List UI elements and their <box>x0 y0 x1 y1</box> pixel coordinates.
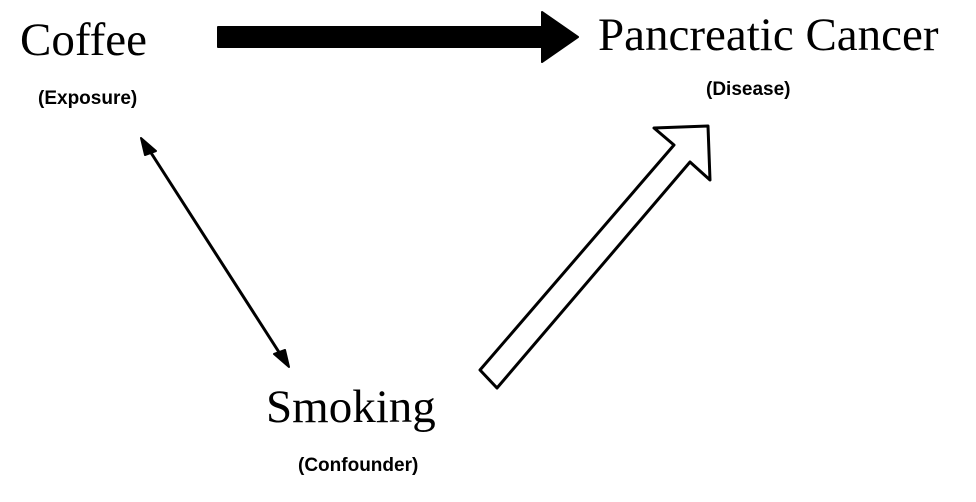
arrow-coffee-smoking <box>140 137 290 368</box>
coffee-node-role: (Exposure) <box>38 88 138 109</box>
smoking-node-role: (Confounder) <box>298 455 419 476</box>
pancreatic-cancer-node-title: Pancreatic Cancer <box>598 9 939 61</box>
smoking-node-title: Smoking <box>266 381 436 433</box>
pancreatic-cancer-node-role: (Disease) <box>706 79 791 100</box>
arrow-smoking-to-cancer <box>478 124 712 390</box>
coffee-node-title: Coffee <box>20 14 148 66</box>
arrow-coffee-to-cancer <box>217 11 579 63</box>
